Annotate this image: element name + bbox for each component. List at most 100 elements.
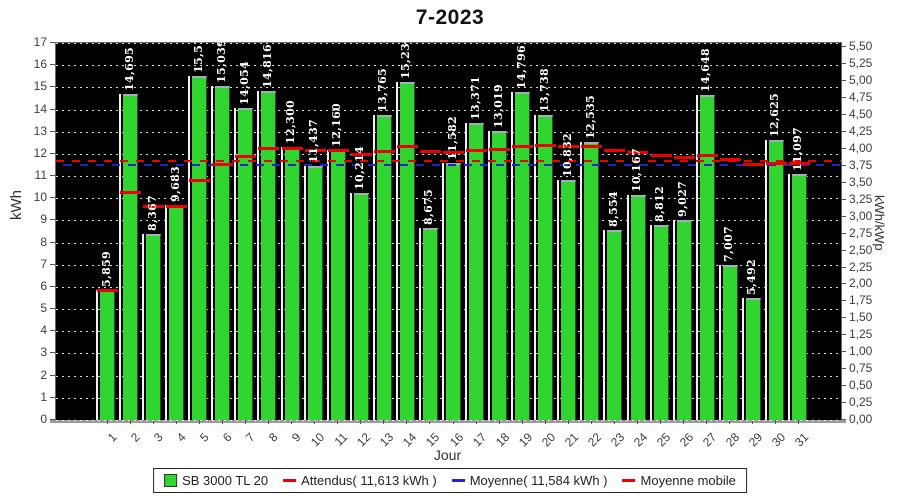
y-axis-tick bbox=[50, 352, 55, 353]
bar-value-label: 13,765 bbox=[376, 68, 389, 112]
y-axis-tick-label: 3,50 bbox=[849, 175, 873, 189]
y-axis-tick-label: 7 bbox=[40, 257, 47, 271]
moving-average-segment bbox=[674, 156, 695, 159]
x-axis-tick bbox=[775, 420, 776, 424]
moving-average-segment bbox=[189, 179, 210, 182]
x-axis-tick bbox=[268, 420, 269, 424]
y-axis-tick bbox=[50, 419, 55, 420]
bar bbox=[515, 92, 530, 420]
bar-value-label: 9,683 bbox=[169, 166, 182, 202]
bar bbox=[354, 193, 369, 420]
y-axis-tick bbox=[50, 42, 55, 43]
bar-value-label: 14,648 bbox=[699, 48, 712, 92]
bar-highlight-edge bbox=[696, 95, 698, 420]
bar bbox=[400, 82, 415, 420]
y-axis-tick bbox=[841, 351, 846, 352]
y-axis-tick-label: 2,50 bbox=[849, 243, 873, 257]
bar-value-label: 11,097 bbox=[791, 127, 804, 171]
y-axis-tick bbox=[50, 286, 55, 287]
moving-average-segment bbox=[235, 155, 256, 158]
y-axis-tick bbox=[841, 233, 846, 234]
bar-highlight-edge bbox=[580, 142, 582, 420]
moving-average-segment bbox=[535, 144, 556, 147]
x-axis-tick bbox=[660, 420, 661, 424]
bar-value-label: 12,625 bbox=[768, 93, 781, 137]
gridline bbox=[56, 43, 841, 44]
x-axis-tick bbox=[406, 420, 407, 424]
y-axis-tick-label: 4,25 bbox=[849, 124, 873, 138]
legend-item-2: Moyenne( 11,584 kWh ) bbox=[451, 473, 608, 488]
y-axis-tick-label: 4,50 bbox=[849, 107, 873, 121]
legend-item-label: SB 3000 TL 20 bbox=[182, 473, 269, 488]
bar bbox=[654, 225, 669, 420]
x-axis-tick bbox=[614, 420, 615, 424]
y-axis-tick bbox=[841, 385, 846, 386]
moving-average-segment bbox=[720, 158, 741, 161]
y-axis-tick-label: 12 bbox=[33, 146, 47, 160]
x-axis-tick bbox=[729, 420, 730, 424]
y-axis-tick bbox=[841, 131, 846, 132]
gridline bbox=[56, 110, 841, 111]
y-axis-tick-label: 2,25 bbox=[849, 260, 873, 274]
legend-line-swatch-icon bbox=[451, 479, 465, 482]
x-axis-tick bbox=[568, 420, 569, 424]
moving-average-segment bbox=[558, 145, 579, 148]
right-axis-title: kWh/kWp bbox=[872, 195, 887, 251]
moving-average-segment bbox=[604, 149, 625, 152]
x-axis-tick bbox=[683, 420, 684, 424]
x-axis-tick bbox=[107, 420, 108, 424]
y-axis-tick bbox=[50, 375, 55, 376]
y-axis-tick bbox=[50, 86, 55, 87]
y-axis-tick-label: 1,75 bbox=[849, 293, 873, 307]
bar-value-label: 10,167 bbox=[630, 148, 643, 192]
bar-value-label: 13,019 bbox=[492, 84, 505, 128]
y-axis-tick-label: 5 bbox=[40, 301, 47, 315]
bar bbox=[423, 228, 438, 420]
x-axis-tick bbox=[499, 420, 500, 424]
y-axis-tick bbox=[841, 148, 846, 149]
bar bbox=[769, 140, 784, 420]
bar-highlight-edge bbox=[465, 123, 467, 420]
legend-item-label: Attendus( 11,613 kWh ) bbox=[301, 473, 437, 488]
bar-highlight-edge bbox=[396, 82, 398, 420]
bar-highlight-edge bbox=[257, 91, 259, 420]
legend-line-swatch-icon bbox=[622, 479, 636, 482]
y-axis-tick-label: 1,50 bbox=[849, 310, 873, 324]
y-axis-tick-label: 11 bbox=[34, 168, 47, 182]
x-axis-tick-label: 11 bbox=[331, 430, 350, 449]
bar bbox=[238, 108, 253, 420]
moving-average-segment bbox=[143, 205, 164, 208]
y-axis-tick-label: 15 bbox=[33, 79, 47, 93]
y-axis-tick-label: 0,00 bbox=[849, 412, 873, 426]
x-axis-tick bbox=[199, 420, 200, 424]
legend-series-swatch-icon bbox=[164, 474, 178, 487]
moving-average-segment bbox=[512, 145, 533, 148]
y-axis-tick bbox=[841, 300, 846, 301]
bar bbox=[677, 220, 692, 420]
y-axis-tick bbox=[841, 368, 846, 369]
bar-value-label: 8,554 bbox=[607, 191, 620, 227]
bar-highlight-edge bbox=[719, 265, 721, 420]
bar-highlight-edge bbox=[511, 92, 513, 420]
x-axis-tick-label: 9 bbox=[289, 430, 304, 445]
bar-highlight-edge bbox=[534, 115, 536, 420]
bar-value-label: 14,054 bbox=[238, 61, 251, 105]
x-axis-tick bbox=[153, 420, 154, 424]
x-axis-tick bbox=[453, 420, 454, 424]
x-axis-title: Jour bbox=[433, 447, 462, 463]
bar bbox=[538, 115, 553, 420]
y-axis-tick bbox=[50, 131, 55, 132]
y-axis-tick bbox=[841, 402, 846, 403]
x-axis-tick bbox=[591, 420, 592, 424]
bar-highlight-edge bbox=[96, 290, 98, 420]
gridline bbox=[56, 65, 841, 66]
bar-highlight-edge bbox=[673, 220, 675, 420]
plot-area: 5,859 14,695 8,367 9,683 15,515 15,039 14,054 1… bbox=[55, 29, 842, 421]
y-axis-tick bbox=[841, 97, 846, 98]
y-axis-tick bbox=[50, 197, 55, 198]
bar bbox=[192, 76, 207, 420]
y-axis-tick-label: 0 bbox=[40, 412, 47, 426]
bar-value-label: 10,214 bbox=[353, 146, 366, 190]
bar-value-label: 13,371 bbox=[469, 76, 482, 120]
